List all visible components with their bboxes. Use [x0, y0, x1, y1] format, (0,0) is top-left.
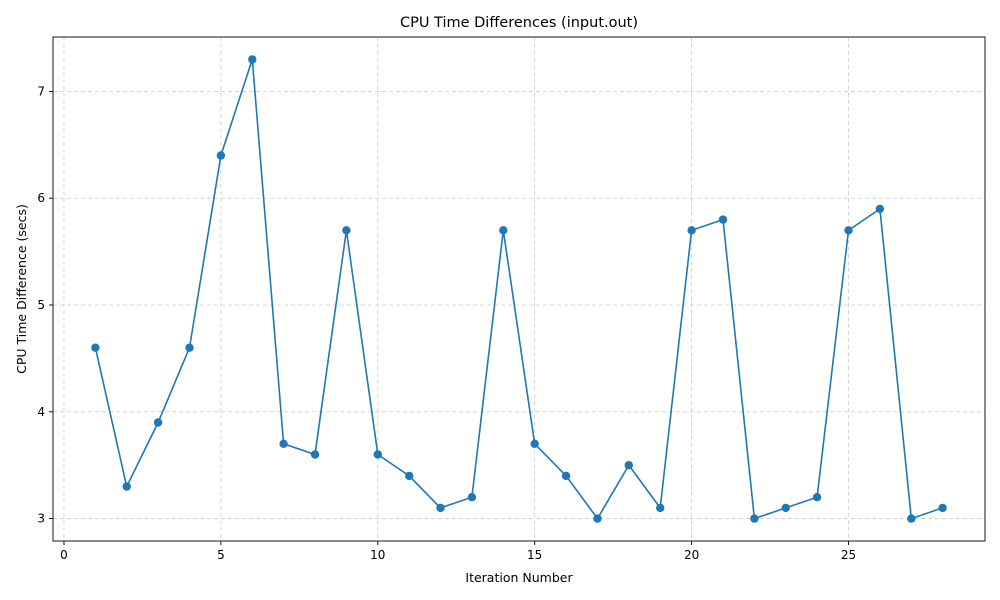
data-point	[248, 55, 257, 64]
data-point	[561, 471, 571, 481]
data-point	[593, 514, 602, 523]
data-point	[405, 471, 414, 481]
x-tick-label: 0	[60, 548, 68, 562]
x-tick-label: 20	[684, 548, 699, 562]
data-point	[907, 514, 916, 523]
x-tick-label: 5	[217, 548, 225, 562]
x-axis-label: Iteration Number	[465, 570, 573, 585]
data-point	[436, 503, 445, 513]
data-point	[844, 226, 853, 235]
data-point	[687, 226, 696, 235]
data-point	[530, 439, 539, 448]
y-tick-label: 3	[37, 512, 45, 526]
data-point	[781, 503, 790, 513]
axis-ticks: 0 5 10 15 20 25 3 4 5 6 7	[37, 84, 856, 562]
x-tick-label: 10	[370, 548, 385, 562]
data-point	[875, 204, 885, 214]
data-point	[122, 482, 131, 491]
data-point	[153, 418, 163, 427]
y-tick-label: 7	[37, 84, 45, 98]
data-point	[216, 151, 226, 160]
data-point	[467, 493, 477, 502]
y-tick-label: 6	[37, 191, 45, 205]
data-point	[185, 343, 194, 352]
data-point	[812, 493, 822, 502]
x-tick-label: 25	[841, 548, 856, 562]
data-point	[310, 450, 320, 459]
x-tick-label: 15	[527, 548, 542, 562]
series-line	[94, 59, 943, 521]
y-tick-label: 5	[37, 298, 45, 312]
data-point	[624, 461, 633, 470]
data-point	[938, 503, 947, 513]
data-point	[718, 215, 728, 224]
data-point	[279, 439, 288, 448]
chart-title: CPU Time Differences (input.out)	[400, 15, 638, 31]
data-point	[750, 514, 759, 523]
data-point	[342, 226, 351, 235]
plot-area-frame	[52, 36, 986, 542]
y-tick-label: 4	[37, 405, 45, 419]
y-axis-label: CPU Time Difference (secs)	[14, 204, 29, 374]
data-point	[373, 450, 382, 459]
series-layer	[91, 55, 947, 523]
grid-lines	[53, 37, 985, 541]
data-point	[499, 226, 508, 235]
data-point	[656, 503, 665, 513]
data-point	[91, 343, 100, 352]
